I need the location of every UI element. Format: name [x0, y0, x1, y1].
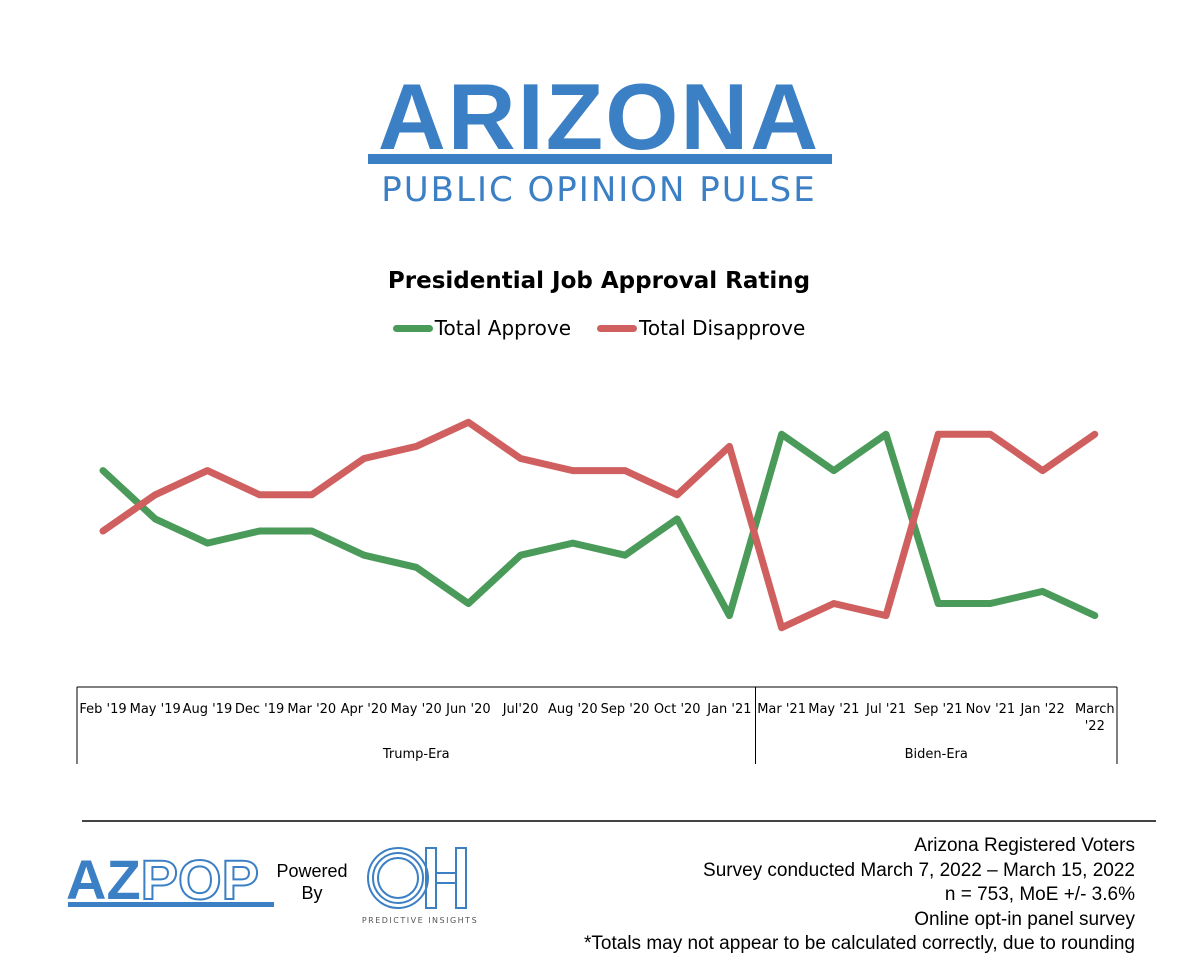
data-point: [989, 603, 991, 604]
data-point: [676, 518, 678, 520]
x-tick-label: Aug '20: [548, 702, 598, 717]
x-tick-label: Apr '20: [341, 702, 388, 717]
powered-by-label: Powered By: [276, 861, 348, 903]
data-point: [311, 530, 313, 532]
x-tick-label: May '21: [808, 702, 859, 717]
data-point: [259, 530, 261, 532]
x-tick-label: Sep '20: [601, 702, 650, 717]
data-point: [1042, 470, 1044, 472]
data-point: [572, 470, 574, 472]
data-point: [206, 542, 208, 544]
brand-title: ARIZONA: [377, 64, 821, 169]
data-point: [781, 627, 783, 629]
x-tick-label: Jan '21: [706, 702, 751, 717]
x-tick-label: Jan '22: [1019, 702, 1064, 717]
x-tick-label: Oct '20: [654, 702, 701, 717]
line-chart: Feb '19 May '19 Aug '19 Dec '19 Mar '20 Apr '…: [76, 418, 1118, 764]
x-tick-label: Mar '20: [287, 702, 336, 717]
x-tick-label: May '19: [130, 702, 181, 717]
chart-title: Presidential Job Approval Rating: [387, 268, 811, 294]
data-point: [833, 470, 835, 472]
data-point: [885, 615, 887, 617]
data-point: [572, 542, 574, 544]
data-point: [1094, 433, 1096, 435]
survey-info: Arizona Registered Voters Survey conduct…: [584, 834, 1135, 957]
brand-subtitle: PUBLIC OPINION PULSE: [381, 170, 817, 210]
x-tick-label: May '20: [391, 702, 442, 717]
data-point: [885, 433, 887, 435]
survey-info-line: Survey conducted March 7, 2022 – March 1…: [703, 859, 1135, 881]
x-tick-label: March '22: [1075, 702, 1115, 734]
x-tick-label: Mar '21: [757, 702, 806, 717]
data-point: [937, 603, 939, 604]
data-point: [624, 554, 626, 556]
chart-legend: Total Approve Total Disapprove: [0, 316, 1198, 340]
data-point: [363, 554, 365, 556]
data-point: [624, 470, 626, 472]
legend-item-approve: Total Approve: [392, 316, 572, 340]
legend-swatch-disapprove: [597, 324, 638, 332]
data-point: [415, 566, 417, 568]
data-point: [415, 445, 417, 447]
survey-info-line: Arizona Registered Voters: [914, 835, 1135, 856]
x-tick-label: Jul '21: [865, 702, 906, 717]
data-point: [1094, 615, 1096, 617]
data-point: [467, 603, 469, 604]
oh-logo-icon: [367, 847, 467, 909]
survey-info-line: *Totals may not appear to be calculated …: [584, 933, 1135, 954]
legend-item-disapprove: Total Disapprove: [597, 316, 805, 340]
survey-info-line: n = 753, MoE +/- 3.6%: [944, 884, 1135, 905]
data-point: [1042, 590, 1044, 592]
x-tick-label: Jul'20: [502, 702, 539, 717]
data-point: [206, 470, 208, 472]
series-line-approve: [99, 430, 1099, 620]
legend-label-approve: Total Approve: [434, 316, 572, 340]
footer-divider: [82, 820, 1156, 822]
x-tick-label: Sep '21: [914, 702, 963, 717]
data-point: [154, 494, 156, 496]
x-tick-label: Feb '19: [79, 702, 126, 717]
azpop-logo-underline: [68, 902, 274, 907]
data-point: [728, 615, 730, 617]
data-point: [102, 530, 104, 532]
x-tick-label: Aug '19: [183, 702, 233, 717]
brand-rule: [368, 154, 832, 164]
era-label: Biden-Era: [905, 747, 968, 762]
data-point: [311, 494, 313, 496]
data-point: [520, 554, 522, 556]
data-point: [781, 433, 783, 435]
data-point: [728, 445, 730, 447]
data-point: [102, 470, 104, 472]
data-point: [467, 421, 469, 423]
oh-logo-subtitle: PREDICTIVE INSIGHTS: [361, 916, 479, 925]
data-point: [937, 433, 939, 435]
data-point: [520, 458, 522, 459]
data-point: [833, 603, 835, 604]
legend-label-disapprove: Total Disapprove: [639, 316, 806, 340]
survey-info-line: Online opt-in panel survey: [914, 908, 1135, 930]
era-label: Trump-Era: [382, 747, 450, 762]
data-point: [154, 518, 156, 520]
x-tick-label: Jun '20: [445, 702, 491, 717]
series-line-disapprove: [99, 418, 1099, 632]
data-point: [989, 433, 991, 435]
legend-swatch-approve: [392, 324, 433, 332]
x-tick-label: Dec '19: [235, 702, 284, 717]
azpop-logo: AZPOP: [66, 848, 260, 911]
data-point: [363, 458, 365, 459]
x-tick-label: Nov '21: [966, 702, 1016, 717]
data-point: [676, 494, 678, 496]
data-point: [259, 494, 261, 496]
